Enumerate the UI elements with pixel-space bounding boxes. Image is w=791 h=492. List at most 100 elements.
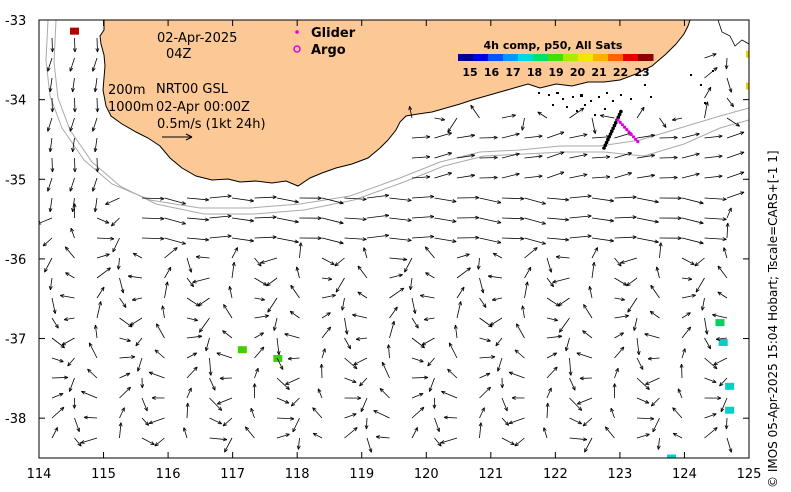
current-arrow [672, 407, 683, 419]
current-arrow [357, 265, 368, 279]
current-arrow [141, 417, 150, 426]
current-arrow [441, 390, 458, 399]
current-arrow [81, 390, 98, 399]
glider-point-recent [616, 118, 620, 122]
glider-point-recent [620, 123, 625, 127]
current-arrow [87, 368, 98, 379]
colorbar-cell [593, 54, 609, 61]
current-arrow [479, 355, 496, 359]
glider-point [608, 132, 613, 136]
current-arrow [626, 277, 638, 287]
current-arrow [359, 377, 368, 387]
sst-patch [667, 454, 677, 458]
sst-patch [237, 346, 247, 354]
current-arrow [182, 427, 188, 439]
current-arrow [151, 395, 165, 400]
current-arrow [141, 216, 165, 221]
glider-point-recent [618, 120, 622, 124]
glider-point-recent [625, 128, 629, 132]
current-arrow [704, 317, 709, 335]
current-arrow [46, 117, 53, 132]
current-arrow [276, 357, 284, 370]
current-arrow [645, 377, 660, 385]
current-arrow [614, 152, 633, 159]
current-arrow [254, 346, 265, 359]
current-arrow [141, 437, 155, 445]
current-arrow [704, 86, 712, 99]
current-arrow [717, 291, 728, 299]
current-arrow [112, 237, 120, 253]
current-arrow [514, 349, 525, 359]
current-arrow [636, 133, 655, 139]
current-arrow [569, 153, 588, 159]
current-arrow [131, 297, 143, 302]
colorbar-tick-label: 17 [505, 66, 520, 79]
current-arrow [366, 193, 390, 199]
current-arrow [694, 257, 705, 267]
current-arrow [582, 330, 593, 339]
current-arrow [564, 337, 570, 352]
glider-point [603, 143, 608, 147]
current-arrow [42, 237, 53, 247]
current-arrow [254, 235, 277, 240]
current-arrow [231, 237, 254, 243]
current-arrow [591, 237, 614, 243]
current-arrow [614, 235, 637, 240]
current-arrow [496, 357, 503, 372]
current-arrow [440, 437, 458, 444]
current-arrow [91, 177, 98, 192]
current-arrow [44, 257, 53, 273]
current-arrow [228, 286, 233, 299]
current-arrow [105, 197, 120, 205]
current-arrow [434, 172, 453, 179]
current-arrow [290, 284, 300, 299]
glider-point [611, 126, 615, 131]
current-arrow [434, 197, 457, 203]
x-tick-label: 117 [220, 467, 245, 482]
land-mass [99, 20, 691, 187]
current-arrow [296, 437, 301, 450]
current-arrow [267, 297, 278, 313]
current-arrow [546, 257, 553, 273]
current-arrow [722, 247, 728, 259]
x-tick-label: 124 [672, 467, 697, 482]
product-time-label: 02-Apr 00:00Z [156, 100, 250, 115]
current-arrow [411, 357, 424, 363]
current-arrow [479, 297, 487, 308]
glider-point [619, 109, 623, 114]
x-tick-label: 118 [285, 467, 310, 482]
current-arrow [344, 337, 352, 350]
current-arrow [636, 217, 659, 224]
current-arrow [381, 361, 390, 379]
current-arrow [357, 291, 368, 299]
current-arrow [681, 197, 704, 205]
current-arrow [704, 174, 723, 179]
current-arrow [632, 317, 638, 331]
sst-patch [746, 50, 749, 58]
current-arrow [614, 257, 622, 267]
glider-point [613, 121, 618, 125]
current-arrow [355, 336, 368, 341]
current-arrow [319, 363, 324, 379]
current-arrow [231, 247, 239, 259]
current-arrow [186, 317, 198, 322]
current-arrow [51, 393, 64, 399]
current-arrow [636, 153, 655, 159]
current-arrow [51, 406, 65, 419]
current-arrow [704, 101, 709, 119]
current-arrow [389, 273, 403, 279]
current-arrow [321, 257, 335, 265]
current-arrow [96, 286, 105, 299]
x-tick-label: 123 [607, 467, 632, 482]
current-arrow [591, 117, 597, 134]
current-arrow [209, 234, 232, 239]
current-arrow [321, 237, 344, 245]
current-arrow [470, 104, 480, 119]
isobath-200-label: 200m [108, 83, 145, 98]
current-arrow [312, 407, 323, 419]
current-arrow [423, 317, 435, 322]
current-arrow [95, 37, 100, 53]
current-arrow [726, 77, 733, 93]
current-arrow [652, 417, 660, 433]
